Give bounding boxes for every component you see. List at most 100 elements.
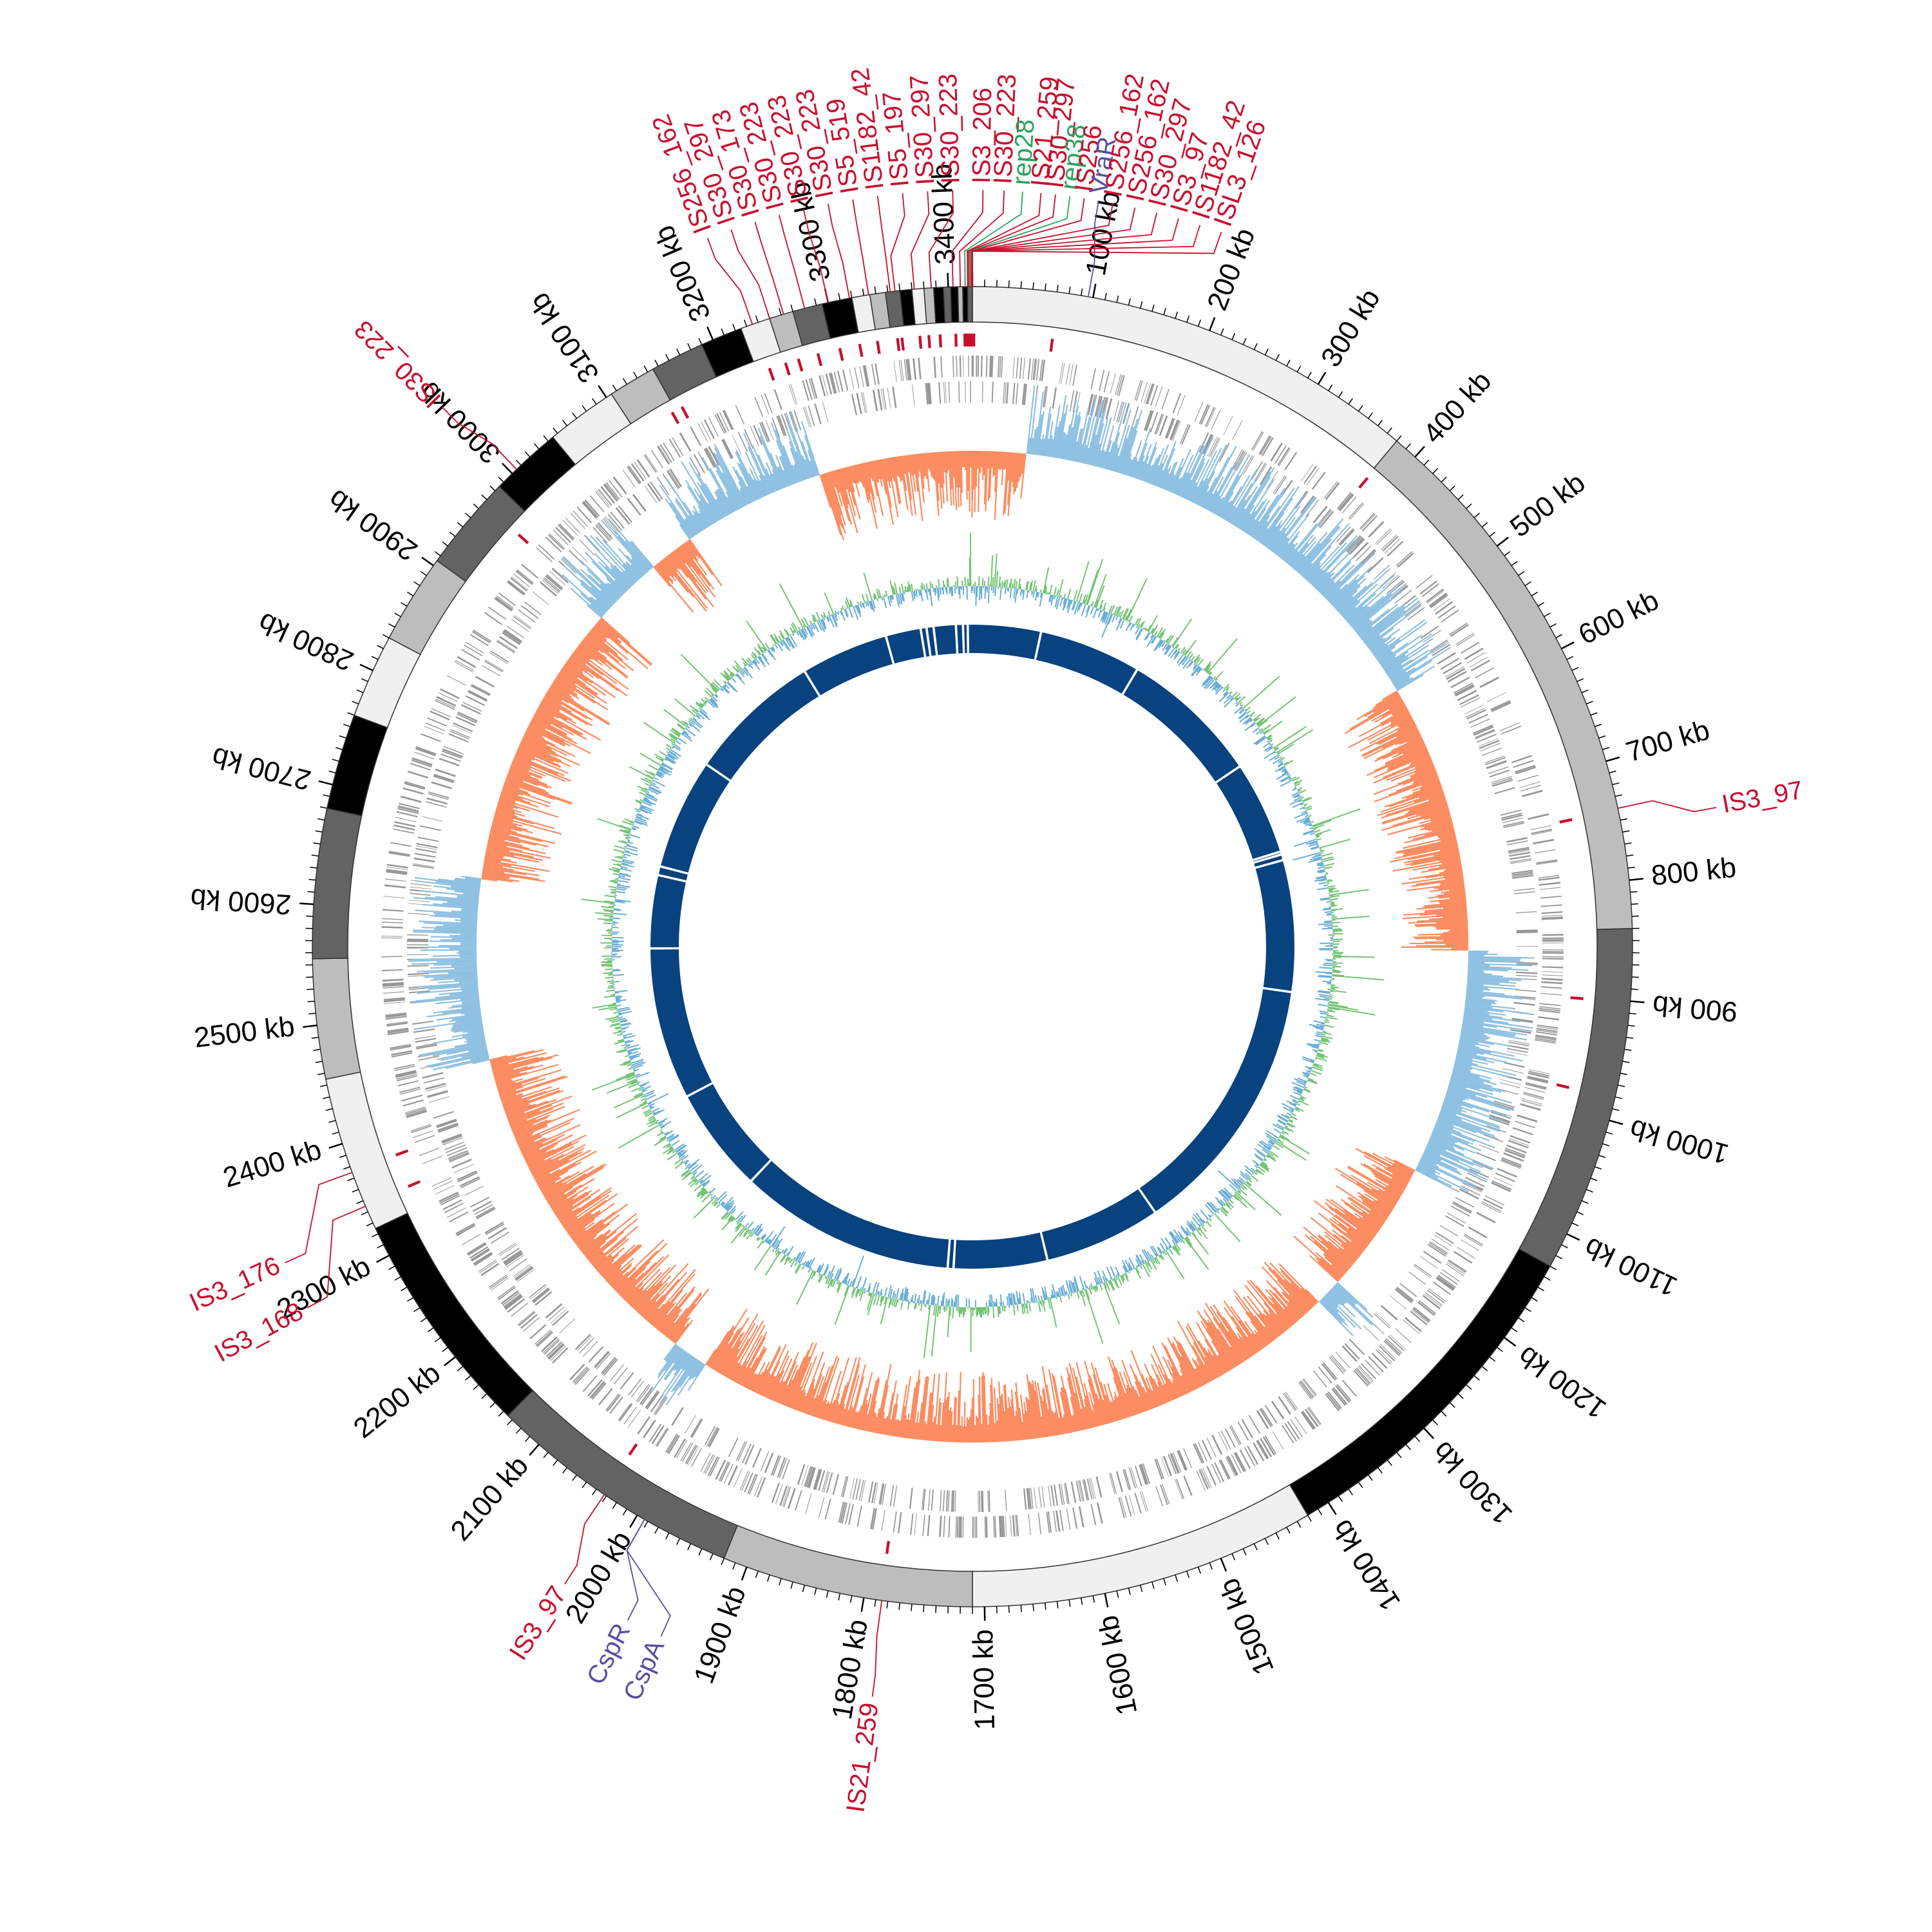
- gene-feature: [1218, 442, 1230, 462]
- gene-feature: [1522, 790, 1543, 797]
- gene-feature: [1503, 822, 1524, 828]
- is-marker-20: [670, 412, 680, 424]
- gene-feature: [872, 1508, 877, 1530]
- minor-tick: [1423, 459, 1430, 466]
- gene-feature: [981, 381, 983, 403]
- gene-feature: [1069, 364, 1074, 385]
- gene-feature: [1479, 1144, 1499, 1153]
- gene-feature: [542, 1338, 559, 1354]
- gene-feature: [495, 596, 513, 611]
- annotation-connector: [928, 190, 954, 289]
- major-tick: [1209, 317, 1216, 331]
- gene-feature: [414, 1135, 435, 1143]
- minor-tick: [420, 1317, 427, 1323]
- gene-feature: [385, 1014, 407, 1018]
- gene-feature: [627, 498, 641, 516]
- gene-feature: [1437, 652, 1456, 665]
- gene-feature: [610, 1364, 625, 1381]
- gene-feature: [385, 1016, 407, 1020]
- gene-feature: [1173, 1452, 1182, 1473]
- gene-feature: [727, 1465, 738, 1486]
- gene-feature: [504, 629, 522, 643]
- gene-feature: [1396, 551, 1413, 566]
- minor-tick: [323, 794, 330, 797]
- gene-feature: [1512, 875, 1534, 879]
- gene-feature: [443, 746, 464, 755]
- gene-feature: [1506, 837, 1528, 843]
- major-tick: [1220, 1558, 1227, 1572]
- gene-feature: [449, 1211, 469, 1223]
- gene-feature: [1331, 1354, 1347, 1372]
- homology-gap-9: [952, 1236, 957, 1273]
- minor-tick: [1197, 319, 1202, 327]
- gene-feature: [1474, 729, 1495, 739]
- gene-feature: [387, 1027, 409, 1032]
- minor-tick: [356, 689, 364, 694]
- gene-feature: [461, 649, 480, 661]
- gene-feature: [1540, 895, 1562, 899]
- gene-feature: [397, 808, 419, 815]
- gene-feature: [427, 1090, 448, 1098]
- gene-feature: [440, 753, 461, 762]
- minor-tick: [1275, 1532, 1280, 1540]
- minor-tick: [1140, 1585, 1143, 1593]
- gene-feature: [1135, 380, 1143, 401]
- gene-feature: [1000, 1515, 1003, 1537]
- gene-feature: [1339, 494, 1354, 511]
- minor-tick: [1242, 1548, 1247, 1556]
- gene-feature: [1501, 1160, 1521, 1170]
- gene-feature: [410, 1124, 431, 1132]
- gene-feature: [1230, 1425, 1242, 1444]
- annotation-connector: [971, 198, 1085, 287]
- gene-feature: [1003, 382, 1005, 404]
- gene-feature: [849, 1477, 855, 1499]
- gene-feature: [1162, 1455, 1172, 1477]
- annotation-connector: [706, 238, 753, 325]
- gene-feature: [1060, 1483, 1065, 1505]
- gene-feature: [659, 444, 672, 463]
- gene-feature: [1323, 1362, 1338, 1379]
- gene-feature: [1456, 1246, 1475, 1259]
- gene-feature: [737, 431, 748, 452]
- annotation-connector: [967, 193, 1042, 287]
- major-tick: [629, 1515, 638, 1528]
- minor-tick: [534, 443, 540, 450]
- gene-feature: [1515, 1121, 1536, 1129]
- gene-feature: [1368, 1356, 1384, 1372]
- gene-feature: [1209, 437, 1219, 457]
- minor-tick: [413, 581, 421, 587]
- gene-feature: [469, 1246, 489, 1259]
- gene-feature: [1538, 875, 1560, 878]
- gene-feature: [685, 1444, 696, 1464]
- gene-feature: [985, 1516, 988, 1538]
- gene-feature: [990, 355, 994, 377]
- minor-tick: [413, 1307, 421, 1312]
- gene-feature: [1459, 694, 1479, 705]
- gene-feature: [460, 704, 481, 715]
- minor-tick: [313, 842, 321, 845]
- gene-feature: [637, 1385, 651, 1403]
- gene-feature: [1399, 1283, 1417, 1297]
- gene-feature: [1511, 755, 1533, 764]
- gene-feature: [1502, 1068, 1524, 1074]
- tick-label: 3200 kb: [648, 221, 717, 326]
- gene-feature: [681, 1443, 694, 1463]
- gene-feature: [1510, 1028, 1531, 1034]
- gene-feature: [654, 1396, 668, 1416]
- minor-tick: [343, 723, 350, 727]
- gene-feature: [450, 729, 471, 738]
- minor-tick: [1186, 315, 1190, 323]
- minor-tick: [328, 1120, 336, 1123]
- gene-feature: [1012, 383, 1016, 404]
- gene-feature: [426, 801, 447, 808]
- gene-feature: [939, 1515, 942, 1537]
- gene-feature: [409, 893, 431, 896]
- minor-tick: [1264, 348, 1269, 355]
- is-marker-28: [1358, 477, 1369, 489]
- gene-feature: [455, 659, 475, 671]
- minor-tick: [515, 1428, 522, 1434]
- gene-feature: [427, 1090, 448, 1097]
- gene-feature: [1075, 1481, 1081, 1502]
- gene-feature: [491, 1231, 509, 1244]
- gene-feature: [893, 1511, 897, 1533]
